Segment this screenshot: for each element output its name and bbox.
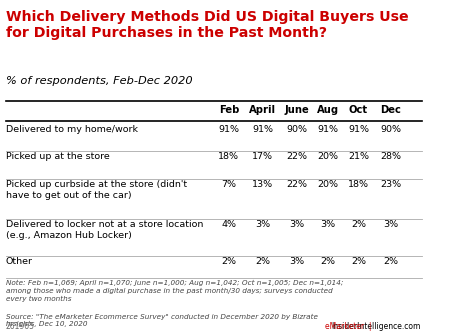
Text: Dec: Dec [380,105,401,115]
Text: 20%: 20% [317,152,338,161]
Text: 2%: 2% [383,257,398,266]
Text: 7%: 7% [221,180,236,189]
Text: 22%: 22% [286,152,307,161]
Text: 3%: 3% [290,220,305,229]
Text: 18%: 18% [348,180,369,189]
Text: % of respondents, Feb-Dec 2020: % of respondents, Feb-Dec 2020 [6,76,192,86]
Text: Picked up at the store: Picked up at the store [6,152,110,161]
Text: 23%: 23% [380,180,401,189]
Text: eMarketer  |: eMarketer | [325,322,372,331]
Text: InsiderIntelligence.com: InsiderIntelligence.com [331,322,420,331]
Text: Feb: Feb [219,105,239,115]
Text: 90%: 90% [286,125,307,134]
Text: 2%: 2% [221,257,236,266]
Text: Aug: Aug [317,105,339,115]
Text: 2%: 2% [351,257,366,266]
Text: 2%: 2% [255,257,270,266]
Text: 17%: 17% [252,152,274,161]
Text: 91%: 91% [252,125,274,134]
Text: 4%: 4% [221,220,236,229]
Text: 3%: 3% [321,220,336,229]
Text: June: June [284,105,309,115]
Text: 3%: 3% [383,220,398,229]
Text: Picked up curbside at the store (didn't
have to get out of the car): Picked up curbside at the store (didn't … [6,180,187,200]
Text: 2%: 2% [321,257,336,266]
Text: 261965: 261965 [6,322,35,331]
Text: 2%: 2% [351,220,366,229]
Text: 90%: 90% [380,125,401,134]
Text: Other: Other [6,257,32,266]
Text: 22%: 22% [286,180,307,189]
Text: 91%: 91% [219,125,239,134]
Text: 91%: 91% [348,125,369,134]
Text: 13%: 13% [252,180,274,189]
Text: Source: "The eMarketer Ecommerce Survey" conducted in December 2020 by Bizrate
I: Source: "The eMarketer Ecommerce Survey"… [6,313,318,327]
Text: 18%: 18% [219,152,239,161]
Text: 91%: 91% [317,125,338,134]
Text: 28%: 28% [380,152,401,161]
Text: Oct: Oct [349,105,368,115]
Text: 3%: 3% [290,257,305,266]
Text: 3%: 3% [255,220,270,229]
Text: Which Delivery Methods Did US Digital Buyers Use
for Digital Purchases in the Pa: Which Delivery Methods Did US Digital Bu… [6,10,408,40]
Text: 21%: 21% [348,152,369,161]
Text: 20%: 20% [317,180,338,189]
Text: Delivered to my home/work: Delivered to my home/work [6,125,138,134]
Text: Note: Feb n=1,069; April n=1,070; June n=1,000; Aug n=1,042; Oct n=1,005; Dec n=: Note: Feb n=1,069; April n=1,070; June n… [6,280,343,302]
Text: Delivered to locker not at a store location
(e.g., Amazon Hub Locker): Delivered to locker not at a store locat… [6,220,203,240]
Text: April: April [250,105,276,115]
